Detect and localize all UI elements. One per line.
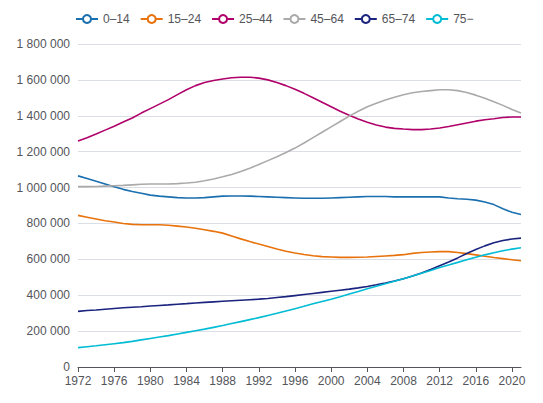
svg-text:15–24: 15–24 (168, 12, 202, 26)
svg-text:1 200 000: 1 200 000 (17, 145, 71, 159)
svg-text:2000: 2000 (318, 374, 345, 388)
svg-text:1996: 1996 (282, 374, 309, 388)
svg-text:800 000: 800 000 (27, 216, 71, 230)
svg-text:25–44: 25–44 (239, 12, 273, 26)
svg-text:2004: 2004 (354, 374, 381, 388)
svg-text:1 000 000: 1 000 000 (17, 181, 71, 195)
svg-text:2016: 2016 (462, 374, 489, 388)
svg-text:2020: 2020 (499, 374, 526, 388)
svg-text:400 000: 400 000 (27, 288, 71, 302)
svg-text:1992: 1992 (245, 374, 272, 388)
svg-text:1988: 1988 (209, 374, 236, 388)
svg-text:2008: 2008 (390, 374, 417, 388)
svg-text:1980: 1980 (137, 374, 164, 388)
svg-text:1 800 000: 1 800 000 (17, 37, 71, 51)
svg-text:65–74: 65–74 (382, 12, 416, 26)
svg-text:45–64: 45–64 (310, 12, 344, 26)
svg-text:0: 0 (63, 360, 70, 374)
svg-text:1 400 000: 1 400 000 (17, 109, 71, 123)
svg-text:1976: 1976 (101, 374, 128, 388)
svg-text:600 000: 600 000 (27, 252, 71, 266)
svg-text:0–14: 0–14 (103, 12, 130, 26)
svg-text:1972: 1972 (65, 374, 92, 388)
svg-text:1984: 1984 (173, 374, 200, 388)
svg-text:200 000: 200 000 (27, 324, 71, 338)
svg-text:1 600 000: 1 600 000 (17, 73, 71, 87)
svg-text:2012: 2012 (426, 374, 453, 388)
svg-text:75−: 75− (453, 12, 473, 26)
